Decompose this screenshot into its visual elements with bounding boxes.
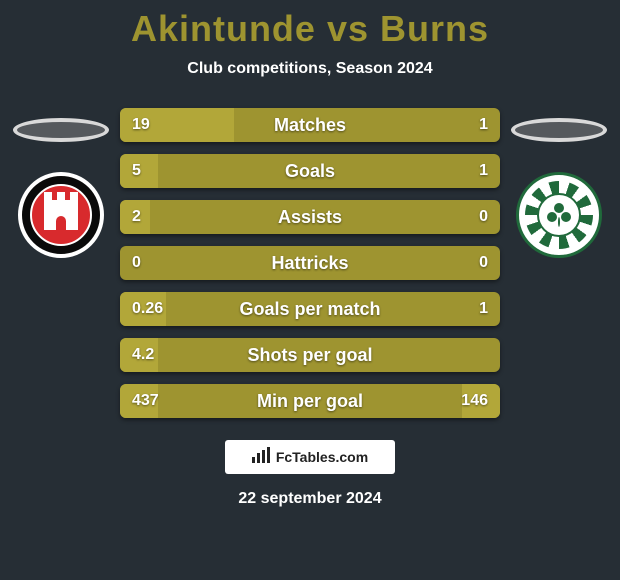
stat-value-left: 5	[132, 162, 141, 180]
shamrock-icon	[547, 203, 571, 227]
stat-label: Matches	[274, 115, 346, 136]
brand-text: FcTables.com	[276, 449, 368, 465]
stat-value-right: 1	[479, 162, 488, 180]
stat-label: Hattricks	[271, 253, 348, 274]
vs-text: vs	[327, 8, 369, 49]
left-side	[10, 108, 112, 258]
subtitle: Club competitions, Season 2024	[0, 60, 620, 78]
stat-label: Goals	[285, 161, 335, 182]
stat-value-left: 0.26	[132, 300, 163, 318]
stat-bar: 5 Goals 1	[120, 154, 500, 188]
player2-club-badge	[516, 172, 602, 258]
stat-bar: 0 Hattricks 0	[120, 246, 500, 280]
stat-value-right: 146	[461, 392, 488, 410]
player2-name: Burns	[380, 8, 489, 49]
player2-photo-placeholder	[511, 118, 607, 142]
stat-bar: 2 Assists 0	[120, 200, 500, 234]
brand-badge: FcTables.com	[225, 440, 395, 474]
player1-club-badge	[18, 172, 104, 258]
stat-label: Shots per goal	[247, 345, 372, 366]
stat-bar: 437 Min per goal 146	[120, 384, 500, 418]
stat-value-left: 4.2	[132, 346, 154, 364]
stat-label: Min per goal	[257, 391, 363, 412]
stat-value-left: 2	[132, 208, 141, 226]
stat-label: Assists	[278, 207, 342, 228]
player1-photo-placeholder	[13, 118, 109, 142]
stat-bars: 19 Matches 1 5 Goals 1 2 Assists 0 0 Hattricks 0 0.2…	[120, 108, 500, 418]
stat-value-right: 1	[479, 300, 488, 318]
player1-name: Akintunde	[131, 8, 316, 49]
stat-bar: 0.26 Goals per match 1	[120, 292, 500, 326]
stat-label: Goals per match	[239, 299, 380, 320]
stat-value-left: 19	[132, 116, 150, 134]
castle-icon	[44, 200, 78, 230]
comparison-content: 19 Matches 1 5 Goals 1 2 Assists 0 0 Hattricks 0 0.2…	[0, 108, 620, 418]
stat-value-right: 0	[479, 208, 488, 226]
chart-icon	[252, 447, 270, 468]
stat-value-right: 1	[479, 116, 488, 134]
date-text: 22 september 2024	[0, 490, 620, 508]
stat-value-right: 0	[479, 254, 488, 272]
page-title: Akintunde vs Burns	[0, 0, 620, 50]
stat-value-left: 437	[132, 392, 159, 410]
stat-bar: 4.2 Shots per goal	[120, 338, 500, 372]
right-side	[508, 108, 610, 258]
stat-value-left: 0	[132, 254, 141, 272]
stat-bar: 19 Matches 1	[120, 108, 500, 142]
